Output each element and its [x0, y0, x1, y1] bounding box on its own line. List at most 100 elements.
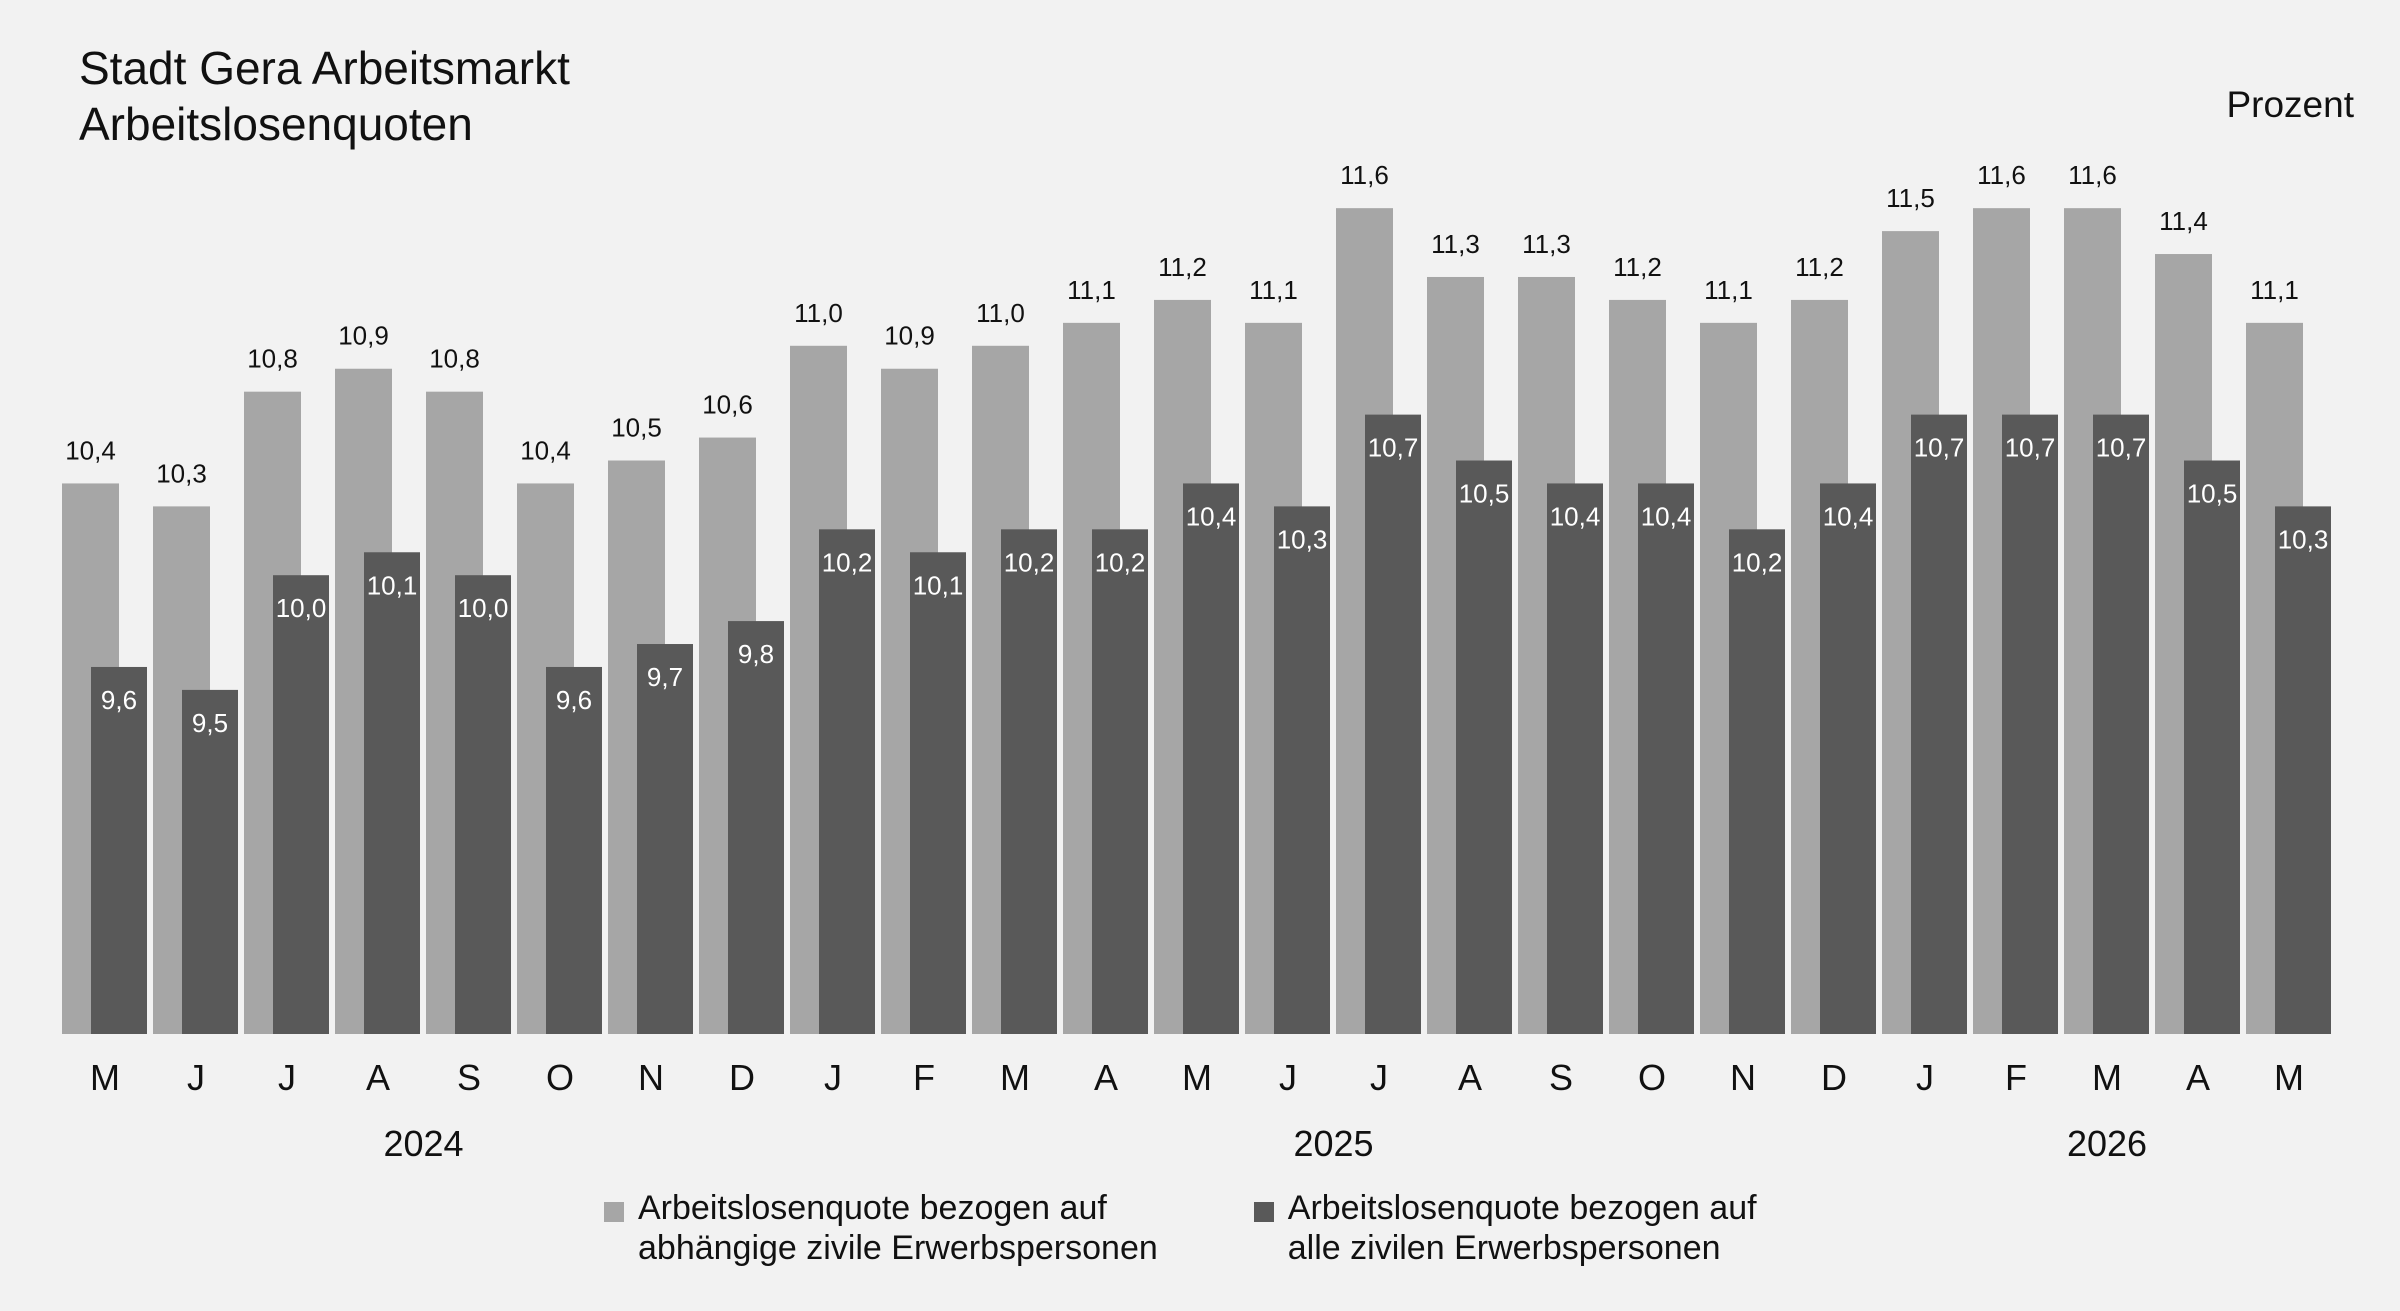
data-label-all-22: 10,7 — [2096, 433, 2147, 463]
data-label-all-18: 10,2 — [1732, 547, 1783, 577]
data-label-all-6: 9,7 — [647, 662, 683, 692]
bar-all-0 — [91, 666, 147, 1034]
bar-all-3 — [364, 552, 420, 1034]
legend-label-all: Arbeitslosenquote bezogen auf alle zivil… — [1288, 1188, 1757, 1268]
data-label-dependent-9: 10,9 — [884, 321, 935, 351]
chart-title: Stadt Gera Arbeitsmarkt — [79, 42, 570, 94]
data-label-dependent-24: 11,1 — [2250, 275, 2299, 305]
data-label-dependent-2: 10,8 — [247, 344, 298, 374]
data-label-dependent-10: 11,0 — [976, 298, 1025, 328]
x-tick-label-8: J — [824, 1057, 842, 1098]
legend-label-dependent-line1: Arbeitslosenquote bezogen auf — [638, 1189, 1107, 1227]
data-label-dependent-0: 10,4 — [65, 435, 116, 465]
data-label-all-9: 10,1 — [913, 570, 964, 600]
bar-all-18 — [1729, 529, 1785, 1034]
data-label-dependent-18: 11,1 — [1704, 275, 1753, 305]
data-label-dependent-4: 10,8 — [429, 344, 480, 374]
bar-all-23 — [2184, 460, 2240, 1034]
data-label-all-14: 10,7 — [1368, 433, 1419, 463]
legend-swatch-dependent — [604, 1202, 624, 1222]
data-label-dependent-19: 11,2 — [1795, 252, 1844, 282]
data-label-all-11: 10,2 — [1095, 547, 1146, 577]
data-label-all-3: 10,1 — [367, 570, 418, 600]
data-label-all-10: 10,2 — [1004, 547, 1055, 577]
data-label-all-19: 10,4 — [1823, 501, 1874, 531]
x-tick-label-10: M — [1000, 1057, 1030, 1098]
x-tick-label-22: M — [2092, 1057, 2122, 1098]
bar-all-12 — [1183, 483, 1239, 1034]
bar-all-20 — [1911, 414, 1967, 1034]
x-tick-label-3: A — [366, 1057, 390, 1098]
bar-all-24 — [2275, 506, 2331, 1034]
x-tick-label-12: M — [1182, 1057, 1212, 1098]
x-tick-label-7: D — [729, 1057, 755, 1098]
bar-all-16 — [1547, 483, 1603, 1034]
x-tick-label-23: A — [2186, 1057, 2210, 1098]
bar-all-17 — [1638, 483, 1694, 1034]
data-label-dependent-1: 10,3 — [156, 458, 207, 488]
legend-item-dependent: Arbeitslosenquote bezogen auf abhängige … — [604, 1188, 1158, 1268]
data-label-all-2: 10,0 — [276, 593, 327, 623]
x-tick-label-18: N — [1730, 1057, 1756, 1098]
bar-all-21 — [2002, 414, 2058, 1034]
x-tick-label-2: J — [278, 1057, 296, 1098]
bar-all-2 — [273, 575, 329, 1034]
x-tick-label-17: O — [1638, 1057, 1666, 1098]
data-label-all-0: 9,6 — [101, 685, 137, 715]
data-label-all-20: 10,7 — [1914, 433, 1965, 463]
bar-all-1 — [182, 689, 238, 1034]
data-label-all-24: 10,3 — [2278, 524, 2329, 554]
data-label-all-5: 9,6 — [556, 685, 592, 715]
data-label-dependent-16: 11,3 — [1522, 229, 1571, 259]
x-tick-label-24: M — [2274, 1057, 2304, 1098]
x-tick-label-20: J — [1916, 1057, 1934, 1098]
legend-label-dependent: Arbeitslosenquote bezogen auf abhängige … — [638, 1188, 1158, 1268]
chart-subtitle: Arbeitslosenquoten — [79, 98, 473, 150]
bar-all-4 — [455, 575, 511, 1034]
bar-all-14 — [1365, 414, 1421, 1034]
x-tick-label-4: S — [457, 1057, 481, 1098]
data-label-all-13: 10,3 — [1277, 524, 1328, 554]
bar-all-13 — [1274, 506, 1330, 1034]
bar-all-11 — [1092, 529, 1148, 1034]
legend-label-dependent-line2: abhängige zivile Erwerbspersonen — [638, 1229, 1158, 1267]
data-label-dependent-7: 10,6 — [702, 390, 753, 420]
x-tick-label-19: D — [1821, 1057, 1847, 1098]
data-label-all-12: 10,4 — [1186, 501, 1237, 531]
year-label-2024: 2024 — [383, 1123, 463, 1164]
bar-all-10 — [1001, 529, 1057, 1034]
data-label-dependent-21: 11,6 — [1977, 160, 2026, 190]
x-tick-label-1: J — [187, 1057, 205, 1098]
data-label-all-8: 10,2 — [822, 547, 873, 577]
year-label-2026: 2026 — [2067, 1123, 2147, 1164]
bar-all-5 — [546, 666, 602, 1034]
data-label-all-15: 10,5 — [1459, 479, 1510, 509]
x-tick-label-11: A — [1094, 1057, 1118, 1098]
chart-title-block: Stadt Gera Arbeitsmarkt Arbeitslosenquot… — [79, 40, 570, 152]
x-tick-label-9: F — [913, 1057, 935, 1098]
bar-all-8 — [819, 529, 875, 1034]
data-label-all-23: 10,5 — [2187, 479, 2238, 509]
data-label-dependent-5: 10,4 — [520, 435, 571, 465]
data-label-dependent-23: 11,4 — [2159, 206, 2208, 236]
data-label-all-16: 10,4 — [1550, 501, 1601, 531]
legend-item-all: Arbeitslosenquote bezogen auf alle zivil… — [1253, 1188, 1757, 1268]
x-tick-label-15: A — [1458, 1057, 1482, 1098]
bar-all-6 — [637, 644, 693, 1034]
x-tick-label-21: F — [2005, 1057, 2027, 1098]
x-tick-label-16: S — [1549, 1057, 1573, 1098]
legend-label-all-line2: alle zivilen Erwerbspersonen — [1287, 1229, 1721, 1267]
data-label-all-1: 9,5 — [192, 708, 228, 738]
data-label-dependent-22: 11,6 — [2068, 160, 2117, 190]
bar-all-15 — [1456, 460, 1512, 1034]
data-label-dependent-12: 11,2 — [1158, 252, 1207, 282]
data-label-dependent-8: 11,0 — [794, 298, 843, 328]
data-label-dependent-13: 11,1 — [1249, 275, 1298, 305]
data-label-all-21: 10,7 — [2005, 433, 2056, 463]
year-label-2025: 2025 — [1293, 1123, 1373, 1164]
x-tick-label-14: J — [1370, 1057, 1388, 1098]
data-label-dependent-14: 11,6 — [1340, 160, 1389, 190]
data-label-all-17: 10,4 — [1641, 501, 1692, 531]
x-tick-label-6: N — [638, 1057, 664, 1098]
